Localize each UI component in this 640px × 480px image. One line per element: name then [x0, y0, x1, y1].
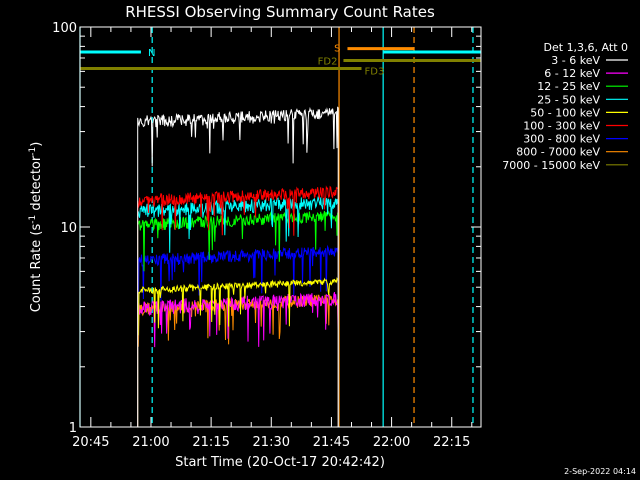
annotation-label: N [148, 48, 155, 59]
series-line [137, 291, 339, 427]
generation-timestamp: 2-Sep-2022 04:14 [564, 467, 636, 476]
legend-label: 100 - 300 keV [523, 120, 600, 133]
series-line [137, 185, 339, 427]
legend-header: Det 1,3,6, Att 0 [544, 41, 628, 54]
series-layer [137, 106, 339, 427]
x-tick-label: 21:30 [253, 435, 290, 450]
x-tick-label: 21:45 [313, 435, 350, 450]
legend-label: 3 - 6 keV [551, 54, 600, 67]
legend-label: 7000 - 15000 keV [502, 159, 600, 172]
legend-label: 300 - 800 keV [523, 133, 600, 146]
legend-label: 6 - 12 keV [544, 67, 600, 80]
legend-label: 12 - 25 keV [537, 80, 600, 93]
y-tick-label: 100 [52, 21, 77, 36]
annotation-label: FD2 [318, 56, 338, 67]
series-line [137, 277, 339, 427]
y-axis-label: Count Rate (s-1 detector-1) [28, 142, 44, 313]
series-line [137, 106, 339, 427]
y-tick-label: 10 [60, 221, 77, 236]
series-line [137, 196, 339, 427]
x-tick-label: 22:15 [433, 435, 470, 450]
annotation-label: S [334, 44, 340, 55]
chart-title: RHESSI Observing Summary Count Rates [125, 3, 435, 21]
x-axis-label: Start Time (20-Oct-17 20:42:42) [175, 455, 385, 470]
x-axis: 20:45 21:00 21:15 21:30 21:45 22:00 22:15 [72, 27, 473, 450]
legend-label: 800 - 7000 keV [516, 146, 600, 159]
series-line [137, 210, 339, 427]
x-tick-label: 21:15 [192, 435, 229, 450]
y-axis: 1 10 100 [52, 21, 481, 436]
x-tick-label: 20:45 [72, 435, 109, 450]
x-tick-label: 22:00 [373, 435, 410, 450]
legend-label: 50 - 100 keV [530, 106, 600, 119]
y-tick-label: 1 [69, 421, 77, 436]
series-line [137, 244, 339, 427]
x-tick-label: 21:00 [132, 435, 169, 450]
annotation-label: FD3 [365, 67, 385, 78]
legend-label: 25 - 50 keV [537, 93, 600, 106]
